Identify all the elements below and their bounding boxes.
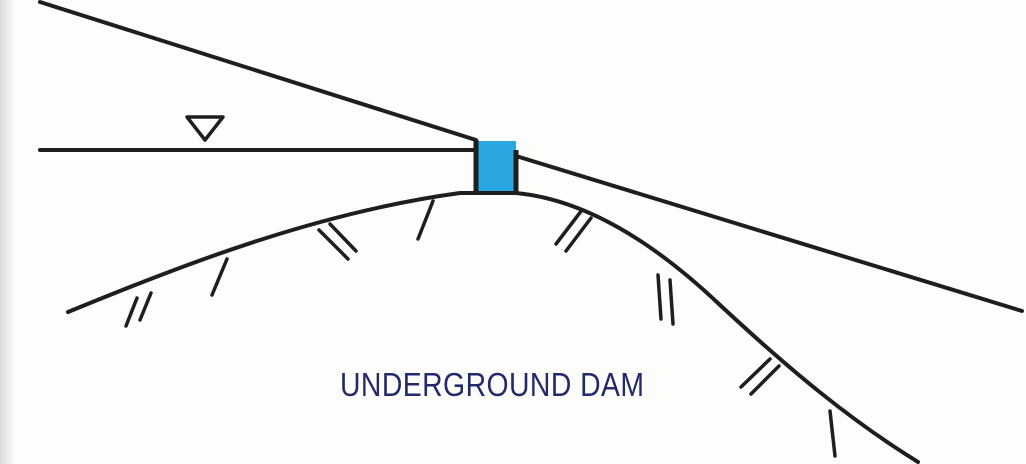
page-edge-shadow (0, 0, 14, 464)
hatch-mark (317, 228, 350, 261)
hatch-mark (416, 199, 435, 241)
hatch-mark (554, 208, 584, 246)
hatch-mark (138, 291, 153, 322)
water-table-symbol-icon (185, 115, 225, 142)
underground-dam (473, 140, 519, 195)
hatch-mark (749, 364, 781, 396)
diagram-caption: UNDERGROUND DAM (340, 366, 645, 403)
hatch-mark (564, 216, 593, 253)
hatch-mark (828, 409, 837, 458)
hatch-mark (656, 273, 663, 321)
bedrock-hatch-marks (124, 199, 837, 458)
hatch-mark (668, 278, 675, 326)
hatch-mark (210, 257, 229, 297)
dam-body (476, 141, 516, 193)
hatch-mark (328, 222, 358, 253)
ground-surface-lower (514, 154, 1024, 313)
hatch-mark (739, 357, 772, 389)
ground-surface-upper (38, 0, 478, 142)
hatch-mark (124, 296, 139, 328)
impermeable-layer-line (66, 191, 920, 464)
